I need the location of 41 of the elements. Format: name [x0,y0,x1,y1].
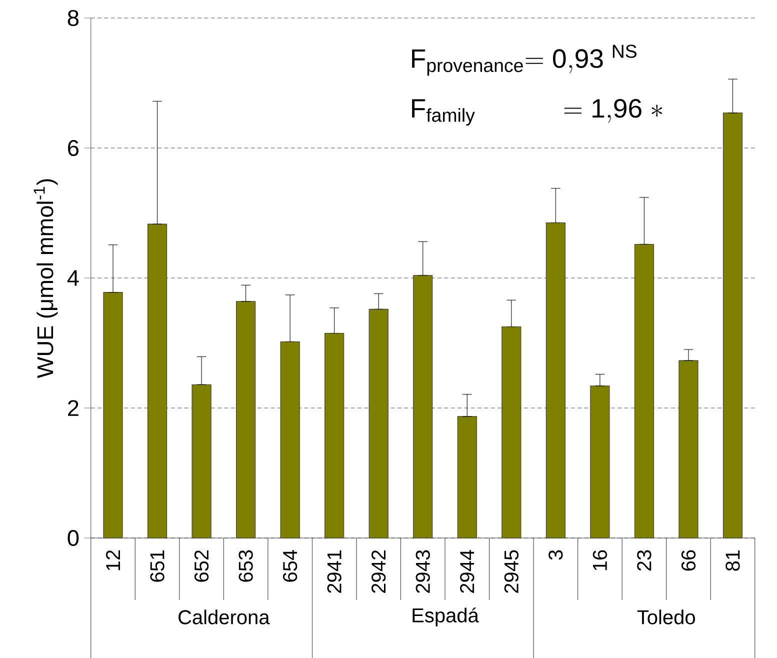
bar [413,275,433,538]
x-tick-label: 2942 [372,550,386,593]
text: Toledo [637,610,695,624]
bar [546,222,566,538]
annotation: $\mathrm{F}_{\mathrm{provenance}}\mathrm{=0{,}93}\ ^{\mathrm{NS}}$ [412,44,636,76]
x-tick-label: 654 [282,550,298,582]
bar [324,332,344,538]
x-tick-label: 2941 [327,550,342,593]
bar [280,341,300,538]
x-tick-label: 653 [238,550,253,582]
x-tick-label: 81 [726,550,740,571]
y-tick-label: 4 [67,270,79,286]
x-tick-label: 23 [637,550,652,570]
x-tick-label: 2945 [504,550,518,593]
text: Calderona [178,610,270,624]
text: Espadá [412,607,479,626]
bar [502,326,522,538]
bar [634,244,654,538]
y-tick-label: 0 [68,530,79,546]
y-axis-title: WUE (μmol mmol$^{-1}$) [34,179,58,378]
bar [590,386,610,538]
bar [192,384,212,538]
y-tick-label: 6 [68,140,78,156]
annotation: $\mathrm{F}_{\mathrm{family}}\qquad\quad\ \mathrm{=1{,}96}\ \mathrm{*}$ [412,98,662,126]
y-tick-label: 2 [68,400,78,416]
y-tick-label: 8 [68,10,79,26]
bar [368,308,388,538]
x-tick-label: 16 [592,550,608,570]
bar [457,416,477,538]
bar [678,360,698,538]
x-tick-label: 2944 [460,550,474,593]
x-tick-label: 652 [194,550,209,582]
bar [236,301,256,538]
bar [722,112,743,538]
x-tick-label: 651 [150,550,164,582]
x-tick-label: 66 [681,550,696,570]
x-tick-label: 3 [548,550,563,560]
x-tick-label: 12 [106,550,120,570]
bar [103,292,123,538]
bar [147,224,168,538]
x-tick-label: 2943 [416,550,430,593]
